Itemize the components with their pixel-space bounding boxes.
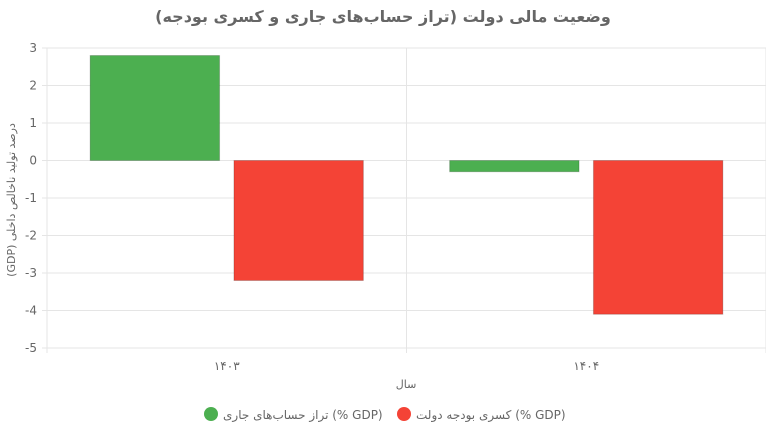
- bar-series-1-2[interactable]: [449, 160, 580, 173]
- legend: تراز حساب‌های جاری (% GDP) کسری بودجه دول…: [204, 407, 566, 423]
- bar-series-1-1[interactable]: [89, 55, 221, 161]
- y-tick-label: -4: [25, 304, 37, 318]
- x-tick-label: ۱۴۰۴: [573, 359, 599, 373]
- y-tick-label: -5: [25, 341, 37, 355]
- y-tick-label: 1: [29, 116, 37, 130]
- bars: [89, 55, 724, 315]
- y-tick-label: 2: [29, 79, 37, 93]
- chart-title: وضعیت مالی دولت (تراز حساب‌های جاری و کس…: [155, 7, 611, 26]
- legend-label-2[interactable]: کسری بودجه دولت (% GDP): [416, 408, 566, 423]
- bar-series-2-1[interactable]: [233, 160, 364, 281]
- legend-swatch-2: [397, 407, 411, 421]
- legend-label-1[interactable]: تراز حساب‌های جاری (% GDP): [223, 408, 383, 423]
- y-tick-label: -1: [25, 191, 37, 205]
- bar-series-2-2[interactable]: [592, 160, 724, 315]
- y-tick-label: 3: [29, 41, 37, 55]
- y-tick-label: 0: [29, 154, 37, 168]
- x-axis-label: سال: [396, 378, 417, 391]
- x-tick-label: ۱۴۰۳: [214, 359, 240, 373]
- y-axis-label: درصد تولید ناخالص داخلی (GDP): [5, 123, 18, 277]
- y-tick-label: -2: [25, 229, 37, 243]
- y-tick-label: -3: [25, 266, 37, 280]
- tick-labels: 3 2 1 0 -1 -2 -3 -4 -5 ۱۴۰۳ ۱۴۰۴: [25, 41, 599, 373]
- legend-swatch-1: [204, 407, 218, 421]
